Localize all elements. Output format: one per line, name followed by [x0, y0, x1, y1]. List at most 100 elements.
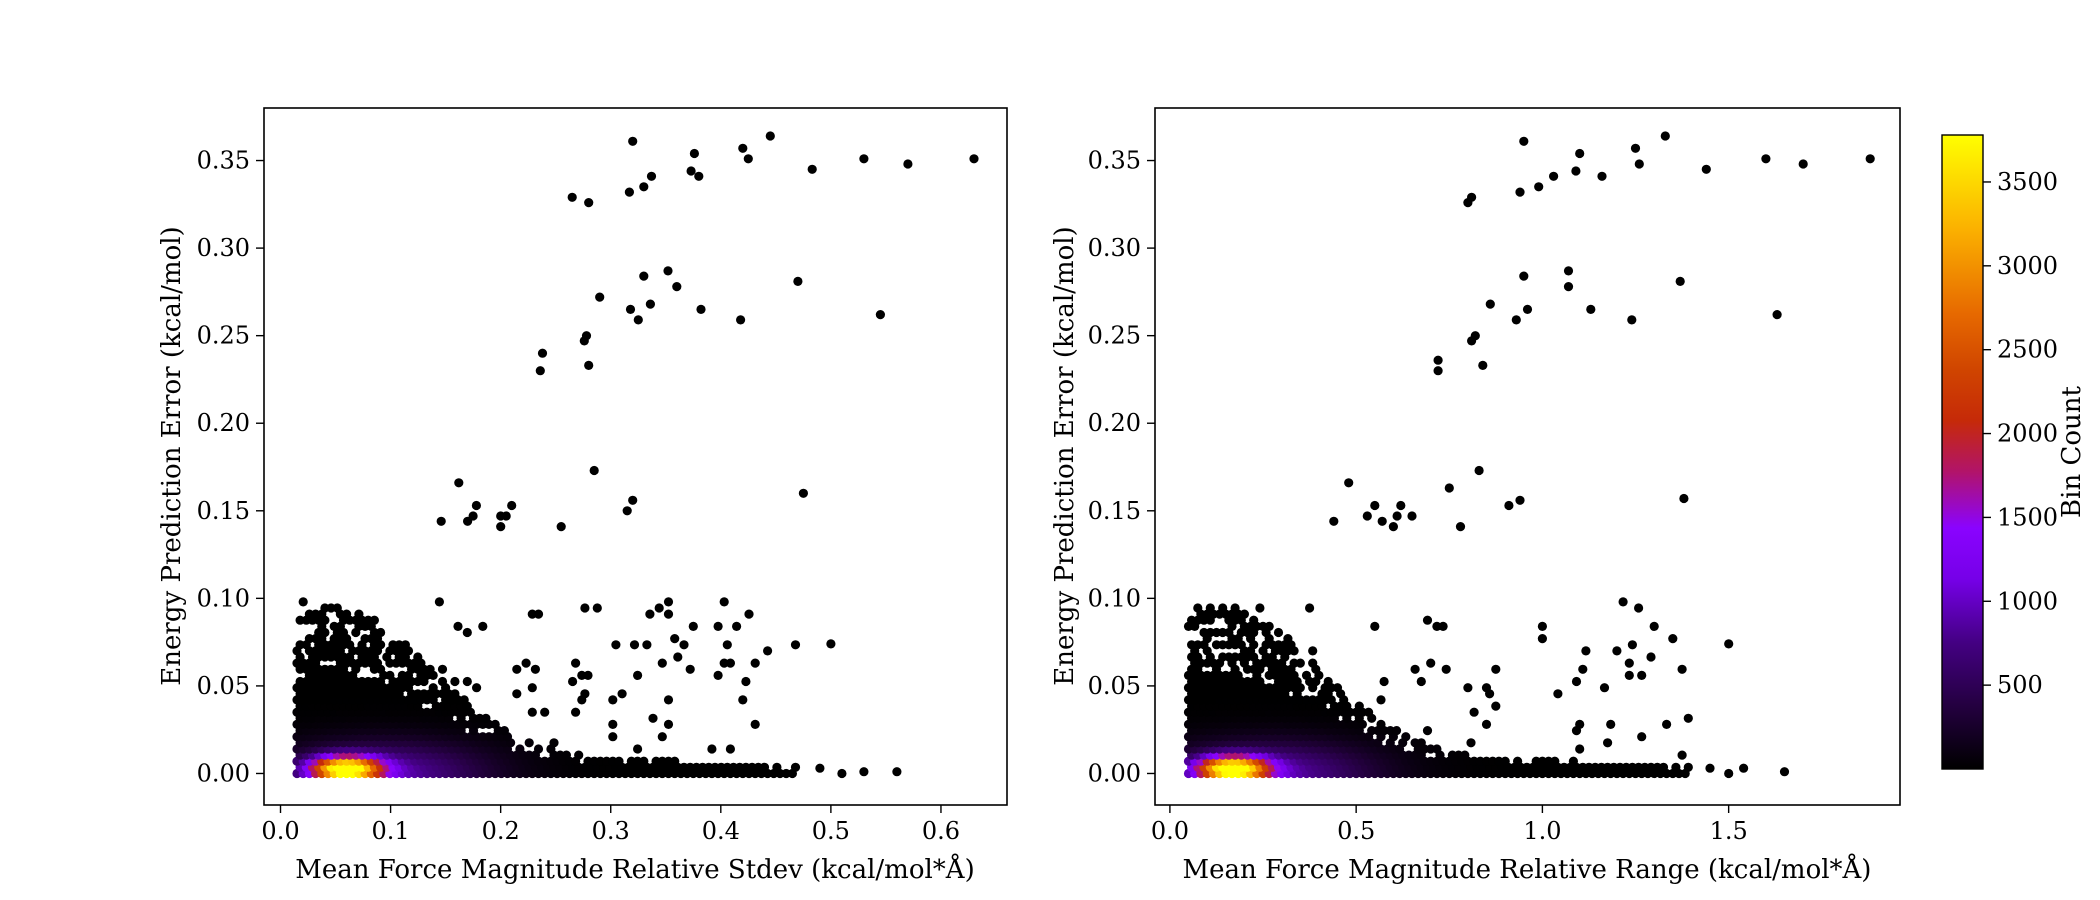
hexbin-cell [617, 689, 627, 699]
hexbin-cell [1575, 719, 1585, 730]
right-axes-frame [1154, 107, 1901, 806]
y-tick-label: 0.10 [1088, 584, 1141, 612]
outlier-point [595, 292, 605, 302]
outlier-point [1679, 493, 1689, 504]
outlier-point [1388, 522, 1398, 532]
outlier-point [1455, 522, 1466, 532]
outlier-point [1344, 478, 1354, 488]
outlier-point [1474, 465, 1484, 476]
outlier-point [798, 488, 809, 498]
outlier-point [1377, 516, 1387, 526]
hexbin-cell [1637, 670, 1647, 681]
y-tick-label: 0.10 [197, 584, 250, 612]
hexbin-cell [654, 603, 664, 613]
hexbin-cell [1513, 756, 1523, 766]
y-tick-label: 0.15 [197, 497, 250, 525]
colorbar-tick-label: 500 [1997, 671, 2043, 699]
x-tick-label: 1.5 [1710, 817, 1748, 845]
hexbin-cell [512, 664, 522, 674]
hexbin-cell [1364, 707, 1374, 717]
outlier-point [646, 171, 657, 181]
hexbin-cell [453, 621, 463, 632]
hexbin-cell [1379, 676, 1389, 687]
hexbin-cell [1416, 676, 1426, 687]
hexbin-cell [1578, 664, 1588, 674]
hexbin-cell [1401, 732, 1411, 742]
hexbin-cell [1494, 756, 1504, 766]
outlier-point [672, 282, 682, 292]
outlier-point [859, 767, 869, 777]
hexbin-cell [663, 597, 674, 607]
outlier-point [1515, 187, 1525, 197]
hexbin-cell [1422, 615, 1433, 625]
hexbin-cell [763, 646, 773, 656]
outlier-point [496, 522, 506, 532]
hexbin-cell [1500, 756, 1510, 766]
hexbin-cell [1370, 621, 1380, 632]
outlier-point [826, 639, 836, 649]
outlier-point [454, 478, 464, 488]
hexbin-cell [725, 658, 736, 668]
hexbin-cell [1308, 646, 1318, 656]
outlier-point [1519, 271, 1529, 281]
right-ticks: 0.0 0.5 1.0 1.5 0.00 0.05 0.10 0.15 0.20 0.25 0.30… [1088, 147, 1748, 845]
hexbin-cell [1568, 756, 1578, 766]
hexbin-cell [772, 762, 782, 772]
left-hexbin-plot: 0.0 0.1 0.2 0.3 0.4 0.5 0.6 0.00 0.05 0.10 0.15 0.2… [157, 107, 1008, 885]
hexbin-cell [437, 664, 448, 674]
hexbin-cell [1295, 658, 1305, 668]
hexbin-cell [580, 603, 590, 613]
hexbin-cell [648, 713, 658, 723]
hexbin-cell [568, 676, 578, 687]
hexbin-cell [685, 664, 695, 674]
outlier-point [765, 131, 775, 141]
y-tick-label: 0.05 [197, 672, 250, 700]
outlier-point [1504, 500, 1514, 511]
hexbin-cell [741, 676, 751, 687]
hexbin-cell [428, 683, 438, 693]
left-y-axis-title: Energy Prediction Error (kcal/mol) [157, 226, 187, 685]
x-tick-label: 0.5 [1337, 817, 1375, 845]
outlier-point [628, 136, 638, 146]
outlier-point [1571, 166, 1581, 176]
left-ticks: 0.0 0.1 0.2 0.3 0.4 0.5 0.6 0.00 0.05 0.10 0.15 0.2… [197, 147, 960, 845]
hexbin-cell [722, 640, 732, 650]
left-x-axis-title: Mean Force Magnitude Relative Stdev (kca… [295, 853, 974, 885]
outlier-point [501, 511, 511, 521]
outlier-point [892, 767, 902, 777]
x-tick-label: 0.0 [1151, 817, 1189, 845]
right-hexbin-plot: 0.0 0.5 1.0 1.5 0.00 0.05 0.10 0.15 0.20 0.25 0.30… [1050, 107, 1901, 885]
hexbin-cell [670, 756, 680, 766]
hexbin-cell [530, 664, 541, 674]
outlier-point [815, 763, 825, 773]
colorbar-tick-label: 2000 [1997, 420, 2058, 448]
hexbin-cell [633, 744, 643, 754]
hexbin-cell [707, 744, 717, 754]
outlier-point [625, 304, 636, 314]
hexbin-cell [540, 707, 550, 717]
outlier-point [743, 154, 753, 164]
hexbin-cell [369, 615, 379, 625]
hexbin-cell [1571, 676, 1582, 687]
hexbin-cell [1354, 701, 1364, 711]
outlier-point [1407, 511, 1417, 521]
right-x-axis-title: Mean Force Magnitude Relative Range (kca… [1183, 853, 1872, 885]
x-tick-label: 0.4 [702, 817, 740, 845]
outlier-point [1478, 360, 1488, 370]
outlier-point [1586, 304, 1596, 314]
hexbin-cell [1481, 719, 1492, 730]
hexbin-cell [633, 670, 643, 681]
outlier-point [1575, 148, 1585, 159]
hexbin-cell [462, 676, 472, 687]
hexbin-cell [663, 719, 674, 730]
y-tick-label: 0.15 [1088, 497, 1141, 525]
hexbin-cell [1273, 640, 1284, 650]
y-tick-label: 0.35 [1088, 147, 1141, 175]
outlier-point [1433, 366, 1443, 376]
hexbin-cell [1627, 640, 1637, 650]
hexbin-cell [759, 762, 770, 772]
colorbar-tick-label: 1500 [1997, 503, 2058, 531]
hexbin-cell [645, 609, 655, 619]
outlier-point [639, 182, 649, 192]
